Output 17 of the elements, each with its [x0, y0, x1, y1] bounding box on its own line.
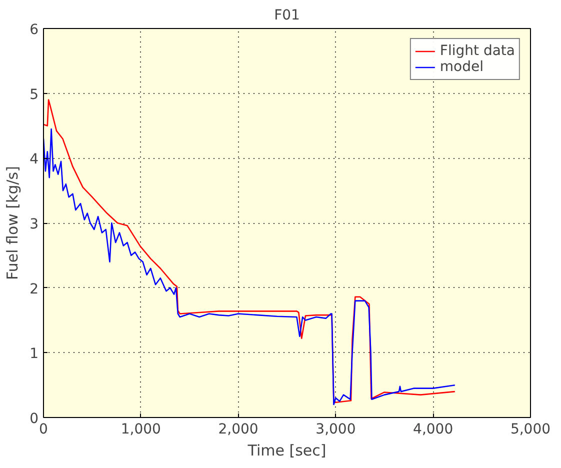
legend-label: Flight data [440, 43, 515, 59]
y-tick-label: 4 [30, 152, 39, 168]
x-tick-label: 5,000 [510, 422, 551, 438]
y-tick-label: 3 [30, 216, 39, 232]
y-tick-label: 6 [30, 22, 39, 38]
y-tick-label: 5 [30, 86, 39, 103]
x-tick-label: 2,000 [218, 422, 258, 438]
x-tick-label: 4,000 [413, 422, 454, 438]
x-tick-label: 3,000 [316, 422, 356, 438]
y-tick-label: 2 [30, 281, 39, 298]
y-tick-label: 1 [30, 346, 39, 362]
x-tick-label: 1,000 [120, 422, 161, 438]
chart-title: F01 [274, 8, 300, 24]
y-tick-label: 0 [30, 411, 39, 427]
x-axis-title: Time [sec] [246, 442, 326, 460]
y-axis-title: Fuel flow [kg/s] [4, 166, 22, 280]
legend-label: model [440, 59, 484, 75]
